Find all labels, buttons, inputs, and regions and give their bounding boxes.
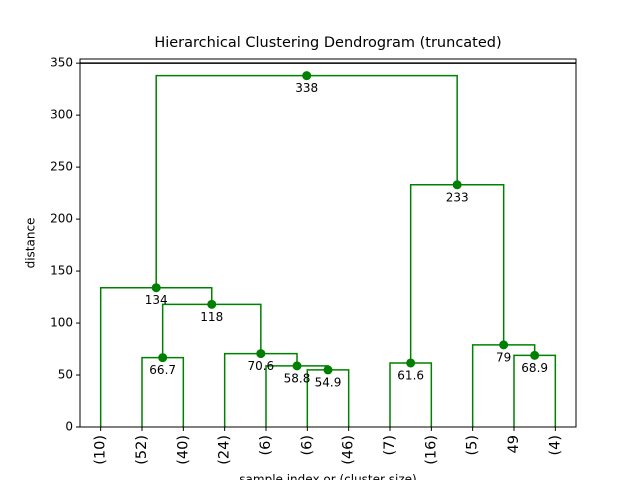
node-dot <box>292 361 302 371</box>
node-label: 66.7 <box>149 363 176 377</box>
chart-title: Hierarchical Clustering Dendrogram (trun… <box>154 35 501 51</box>
link <box>409 184 505 363</box>
link <box>155 74 458 288</box>
x-tick-label: (5) <box>465 435 481 456</box>
node-label: 58.8 <box>284 371 311 385</box>
node-dot <box>256 349 266 359</box>
node-dot <box>207 299 217 309</box>
y-axis-label: distance <box>24 218 38 269</box>
y-tick-label: 100 <box>50 316 73 330</box>
x-tick-label: (6) <box>258 435 274 456</box>
x-tick-label: (40) <box>175 435 191 465</box>
x-tick-label: (52) <box>134 435 150 465</box>
x-tick-label: (4) <box>547 435 563 456</box>
node-label: 54.9 <box>315 375 342 389</box>
x-tick-label: (16) <box>423 435 439 465</box>
x-tick-label: (6) <box>299 435 315 456</box>
node-label: 61.6 <box>397 368 424 382</box>
node-dot <box>452 180 462 190</box>
plot-frame <box>79 58 577 428</box>
y-tick-label: 350 <box>50 56 73 70</box>
node-label: 233 <box>446 190 469 204</box>
x-tick-label: (24) <box>217 435 233 465</box>
y-tick-label: 250 <box>50 160 73 174</box>
y-tick-label: 0 <box>65 420 73 434</box>
y-tick-label: 50 <box>58 368 73 382</box>
node-label: 338 <box>295 81 318 95</box>
x-tick-label: 49 <box>506 435 522 453</box>
node-label: 134 <box>145 293 168 307</box>
node-label: 79 <box>496 350 511 364</box>
node-label: 118 <box>200 310 223 324</box>
node-dot <box>158 353 168 363</box>
node-dot <box>406 358 416 368</box>
node-dot <box>530 350 540 360</box>
node-dot <box>151 283 161 293</box>
node-dot <box>302 71 312 81</box>
x-tick-label: (10) <box>93 435 109 465</box>
x-tick-label: (7) <box>382 435 398 456</box>
x-tick-label: (46) <box>341 435 357 465</box>
y-tick-label: 150 <box>50 264 73 278</box>
node-dot <box>323 365 333 375</box>
node-dot <box>499 340 509 350</box>
y-tick-label: 200 <box>50 212 73 226</box>
y-tick-label: 300 <box>50 108 73 122</box>
node-label: 70.6 <box>247 359 274 373</box>
node-label: 68.9 <box>521 361 548 375</box>
x-axis-label: sample index or (cluster size) <box>239 473 416 480</box>
